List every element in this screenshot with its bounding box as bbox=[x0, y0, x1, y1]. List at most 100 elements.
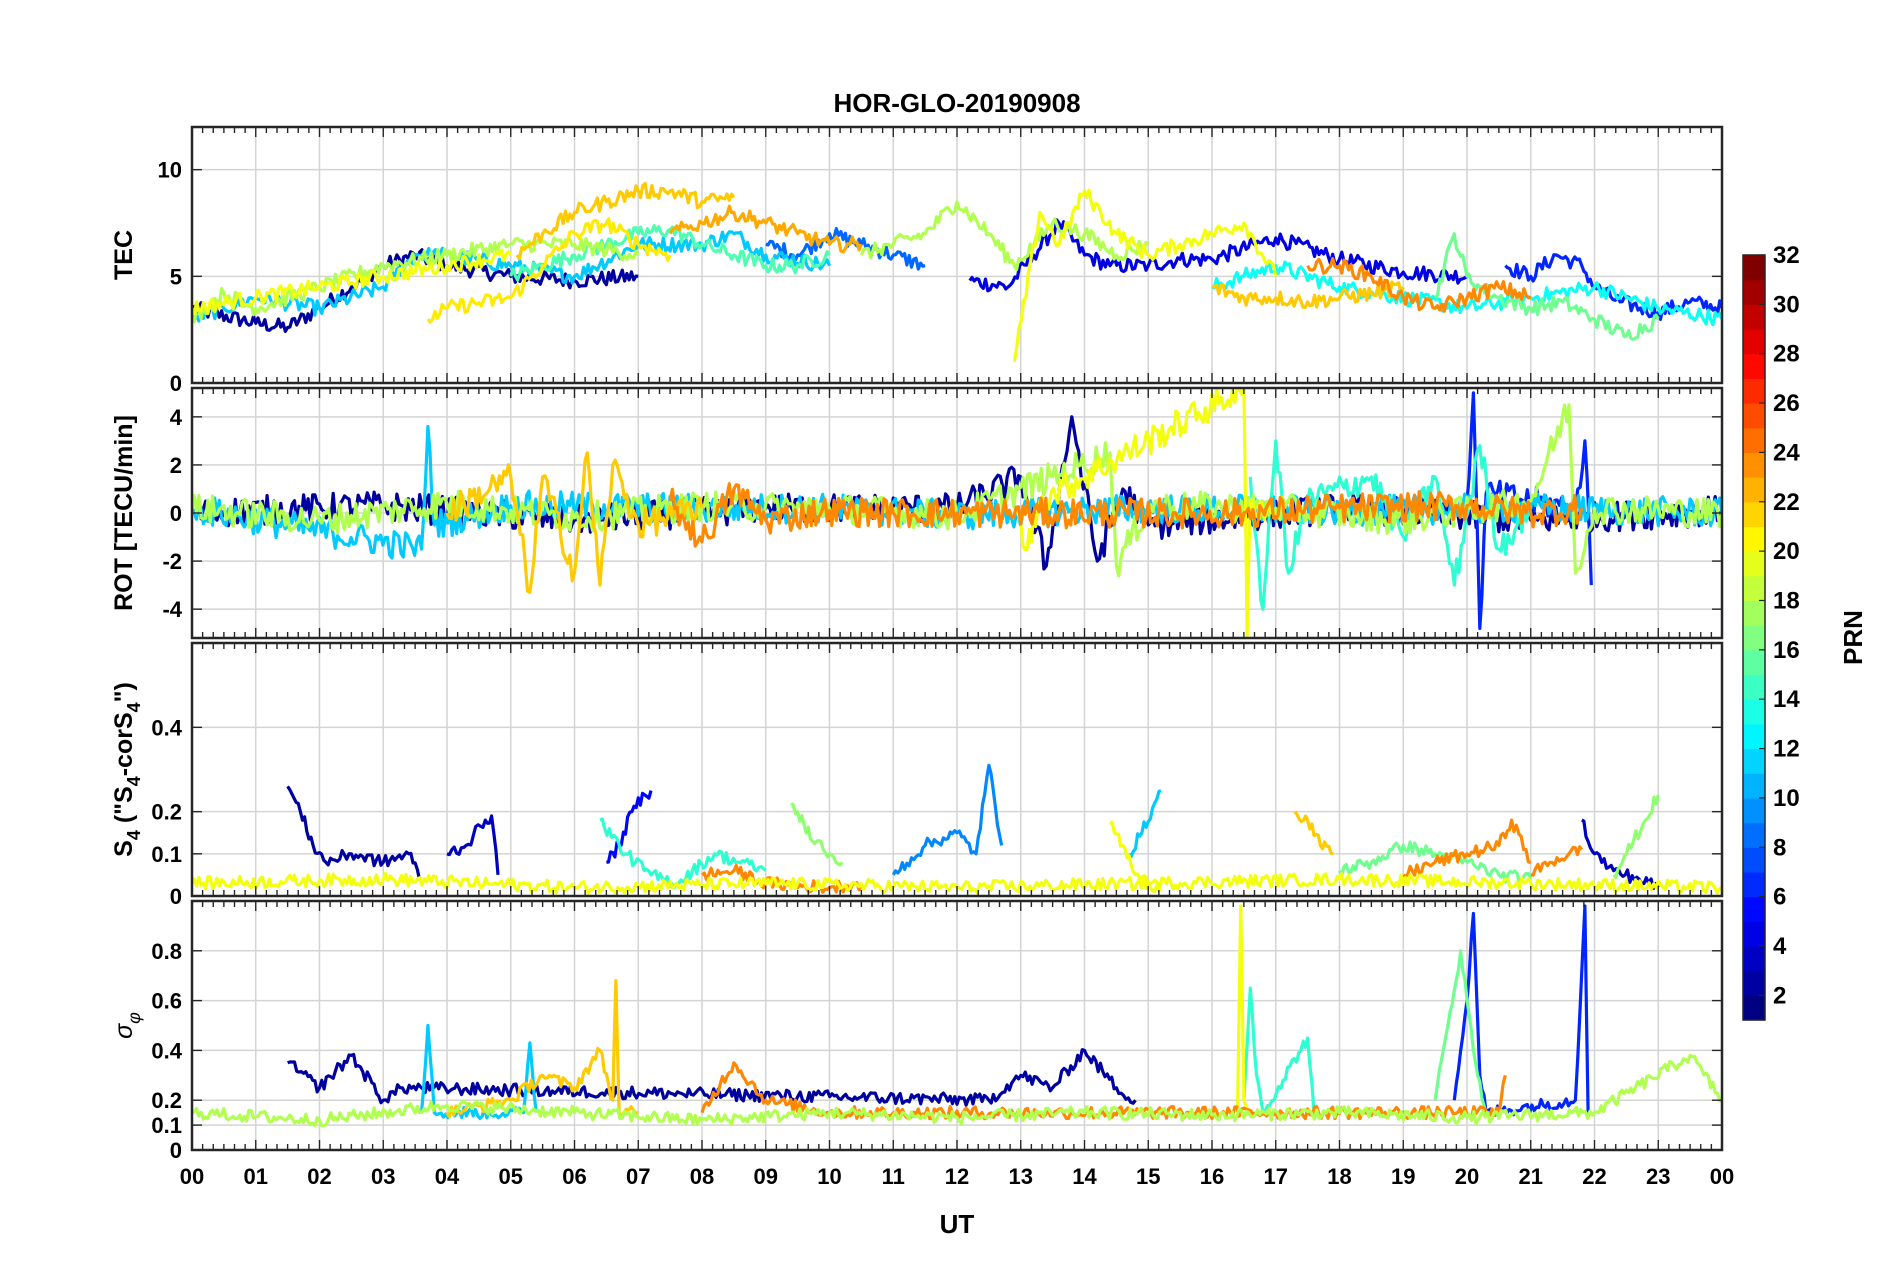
series-line-prn-17 bbox=[1612, 794, 1660, 879]
colorbar-segment bbox=[1743, 427, 1765, 454]
y-axis-label: ROT [TECU/min] bbox=[110, 415, 138, 611]
series-line-prn-18 bbox=[859, 200, 1150, 272]
y-axis-label: TEC bbox=[110, 230, 138, 280]
x-tick-label: 11 bbox=[882, 1164, 905, 1189]
panel-2: -4 -2 0 2 4 ROT [TECU/min] bbox=[110, 386, 1724, 640]
series-line-prn-16 bbox=[1433, 949, 1488, 1114]
colorbar-segment bbox=[1743, 773, 1765, 799]
x-tick-label: 06 bbox=[562, 1164, 586, 1189]
colorbar-segment bbox=[1743, 921, 1765, 947]
colorbar-tick-label: 8 bbox=[1773, 834, 1786, 861]
panel-4: 00.10.2 0.4 0.6 0.8 σφ bbox=[110, 899, 1724, 1163]
colorbar-label: PRN bbox=[1838, 610, 1868, 665]
x-tick-label: 13 bbox=[1009, 1164, 1033, 1189]
x-tick-label: 00 bbox=[1710, 1164, 1734, 1189]
colorbar-segment bbox=[1743, 279, 1765, 305]
y-tick-label: 0 bbox=[170, 371, 182, 396]
y-tick-label: 0.2 bbox=[151, 800, 182, 825]
y-tick-label: 10 bbox=[158, 158, 182, 183]
colorbar-segment bbox=[1743, 847, 1765, 873]
colorbar-segment bbox=[1743, 896, 1765, 922]
colorbar-segment bbox=[1743, 748, 1765, 774]
series-line-prn-23 bbox=[668, 204, 863, 254]
y-tick-label: 0.6 bbox=[151, 989, 182, 1014]
colorbar-segment bbox=[1743, 723, 1765, 750]
y-tick-label: 0 bbox=[170, 884, 182, 909]
series-line-prn-22 bbox=[445, 451, 704, 594]
colorbar-segment bbox=[1743, 403, 1765, 429]
series-line-prn-6 bbox=[1452, 904, 1590, 1117]
colorbar-segment bbox=[1743, 452, 1765, 478]
colorbar-segment bbox=[1743, 699, 1765, 725]
x-tick-label: 17 bbox=[1264, 1164, 1288, 1189]
y-tick-label: -2 bbox=[162, 549, 182, 574]
x-tick-label: 16 bbox=[1200, 1164, 1224, 1189]
x-tick-label: 02 bbox=[307, 1164, 331, 1189]
chart-title: HOR-GLO-20190908 bbox=[833, 88, 1080, 118]
series-line-prn-20 bbox=[192, 248, 513, 316]
panel-3: 0 0.1 0.2 0.4 S4 ("S4-corS4") bbox=[110, 641, 1724, 909]
colorbar-tick-label: 16 bbox=[1773, 637, 1800, 664]
colorbar-tick-label: 4 bbox=[1773, 933, 1787, 960]
colorbar-segment bbox=[1743, 871, 1765, 898]
x-tick-label: 05 bbox=[499, 1164, 523, 1189]
panel-1: 0 5 10 TEC bbox=[110, 125, 1724, 396]
y-tick-label: 0 bbox=[170, 501, 182, 526]
colorbar-tick-label: 28 bbox=[1773, 341, 1800, 368]
series-line-prn-20 bbox=[1108, 820, 1163, 894]
series-line-prn-22 bbox=[515, 181, 736, 261]
panel-series bbox=[192, 388, 1722, 638]
y-tick-label: -4 bbox=[162, 597, 182, 622]
x-tick-label: 07 bbox=[626, 1164, 650, 1189]
series-line-prn-21 bbox=[426, 217, 672, 324]
series-line-prn-15 bbox=[509, 224, 831, 282]
colorbar-tick-label: 20 bbox=[1773, 538, 1800, 565]
colorbar-tick-label: 24 bbox=[1773, 439, 1800, 466]
series-line-prn-20 bbox=[1013, 388, 1277, 638]
x-tick-label: 01 bbox=[244, 1164, 268, 1189]
x-tick-label: 20 bbox=[1455, 1164, 1479, 1189]
series-line-prn-18 bbox=[192, 1053, 1722, 1128]
series-line-prn-6 bbox=[1504, 253, 1722, 321]
x-tick-label: 03 bbox=[371, 1164, 395, 1189]
colorbar-tick-label: 10 bbox=[1773, 785, 1800, 812]
colorbar-tick-label: 30 bbox=[1773, 291, 1800, 318]
colorbar-segment bbox=[1743, 600, 1765, 626]
x-tick-label: 00 bbox=[180, 1164, 204, 1189]
x-tick-label: 08 bbox=[690, 1164, 714, 1189]
y-tick-label: 0.2 bbox=[151, 1088, 182, 1113]
series-line-prn-11 bbox=[1127, 789, 1162, 858]
colorbar-tick-label: 12 bbox=[1773, 736, 1800, 763]
y-tick-label: 0 bbox=[170, 1138, 182, 1163]
colorbar-segment bbox=[1743, 674, 1765, 700]
colorbar-segment bbox=[1743, 329, 1765, 355]
x-axis-label: UT bbox=[940, 1209, 975, 1239]
colorbar-segment bbox=[1743, 304, 1765, 330]
y-tick-label: 5 bbox=[170, 264, 182, 289]
colorbar-segment bbox=[1743, 575, 1765, 602]
colorbar-tick-label: 14 bbox=[1773, 686, 1800, 713]
x-tick-label: 15 bbox=[1136, 1164, 1160, 1189]
series-line-prn-9 bbox=[891, 763, 1004, 876]
x-tick-label: 23 bbox=[1646, 1164, 1670, 1189]
colorbar-tick-label: 26 bbox=[1773, 390, 1800, 417]
colorbar-segment bbox=[1743, 501, 1765, 528]
y-tick-label: 2 bbox=[170, 453, 182, 478]
series-line-prn-24 bbox=[1402, 818, 1531, 879]
panel-series bbox=[192, 904, 1722, 1128]
y-tick-label: 0.1 bbox=[151, 842, 182, 867]
colorbar-tick-label: 2 bbox=[1773, 982, 1786, 1009]
x-tick-label: 22 bbox=[1582, 1164, 1606, 1189]
series-line-prn-5 bbox=[606, 790, 653, 864]
colorbar-segment bbox=[1743, 625, 1765, 651]
colorbar-segment bbox=[1743, 945, 1765, 972]
colorbar-segment bbox=[1743, 526, 1765, 552]
colorbar-segment bbox=[1743, 822, 1765, 848]
x-tick-label: 18 bbox=[1327, 1164, 1351, 1189]
series-line-prn-17 bbox=[790, 802, 844, 867]
colorbar-tick-label: 32 bbox=[1773, 242, 1800, 269]
series-line-prn-22 bbox=[1211, 280, 1405, 309]
